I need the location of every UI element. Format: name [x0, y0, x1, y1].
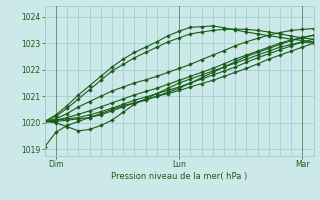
X-axis label: Pression niveau de la mer( hPa ): Pression niveau de la mer( hPa ) — [111, 172, 247, 181]
